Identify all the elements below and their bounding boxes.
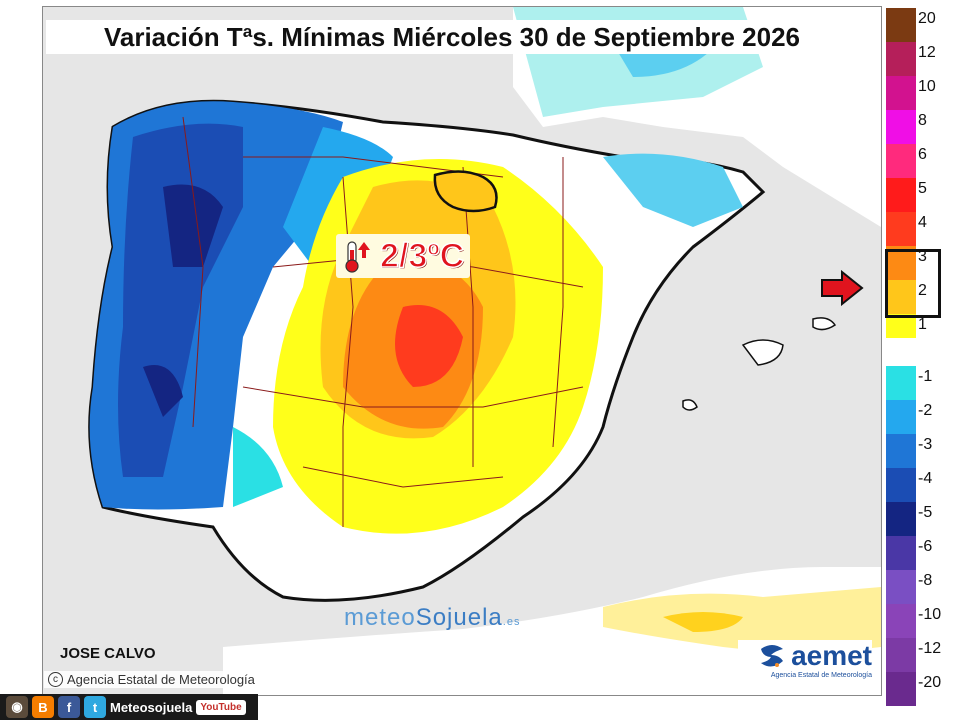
- youtube-icon[interactable]: YouTube: [196, 699, 246, 715]
- legend-swatch: [886, 638, 916, 672]
- legend-label: 5: [918, 180, 927, 197]
- legend-swatch: [886, 400, 916, 434]
- legend-swatch: [886, 42, 916, 76]
- legend-label: 1: [918, 316, 927, 333]
- temperature-callout: 2/3ºC: [336, 234, 471, 278]
- temperature-anomaly-map: [43, 7, 881, 695]
- aemet-subtitle: Agencia Estatal de Meteorología: [770, 672, 872, 679]
- aemet-swirl-icon: [761, 645, 784, 667]
- copyright-icon: c: [48, 672, 63, 687]
- legend-label: 4: [918, 214, 927, 231]
- legend-swatch: [886, 502, 916, 536]
- legend-label: 8: [918, 112, 927, 129]
- watermark-suffix: .es: [502, 616, 521, 628]
- map-panel[interactable]: [42, 6, 882, 696]
- color-legend: [886, 8, 916, 706]
- legend-label: 10: [918, 78, 936, 95]
- legend-label: -5: [918, 504, 933, 521]
- legend-label: -1: [918, 368, 933, 385]
- temperature-callout-text: 2/3ºC: [379, 236, 465, 276]
- watermark-part1: meteo: [344, 604, 416, 631]
- meteosojuela-watermark: meteoSojuela.es: [344, 604, 520, 632]
- legend-swatch: [886, 8, 916, 42]
- aemet-name: aemet: [791, 640, 872, 671]
- twitter-icon[interactable]: t: [84, 696, 106, 718]
- pointer-arrow-icon: [821, 270, 864, 306]
- legend-label: -10: [918, 606, 942, 623]
- social-bar: ◉ B f t Meteosojuela YouTube: [0, 694, 258, 720]
- agency-credit: c Agencia Estatal de Meteorología: [44, 671, 259, 688]
- legend-swatch: [886, 536, 916, 570]
- watermark-part2: Sojuela: [415, 604, 503, 631]
- balearic-islands: [741, 339, 784, 366]
- legend-swatch: [886, 110, 916, 144]
- legend-highlight-box: [885, 249, 941, 318]
- legend-label: 12: [918, 44, 936, 61]
- thermometer-up-icon: [345, 241, 370, 273]
- legend-label: -3: [918, 436, 933, 453]
- legend-swatch: [886, 468, 916, 502]
- agency-name: Agencia Estatal de Meteorología: [67, 672, 255, 687]
- author-credit: JOSE CALVO: [60, 645, 156, 662]
- legend-label: -12: [918, 640, 942, 657]
- legend-swatch: [886, 434, 916, 468]
- blogger-icon[interactable]: B: [32, 696, 54, 718]
- legend-swatch: [886, 366, 916, 400]
- legend-label: -20: [918, 674, 942, 691]
- legend-label: 3: [918, 248, 927, 265]
- legend-swatch: [886, 314, 916, 338]
- legend-label: -2: [918, 402, 933, 419]
- social-handle[interactable]: Meteosojuela: [110, 699, 193, 715]
- legend-swatch: [886, 280, 916, 314]
- aemet-logo[interactable]: aemet Agencia Estatal de Meteorología: [738, 640, 872, 688]
- legend-label: 2: [918, 282, 927, 299]
- legend-label: -4: [918, 470, 933, 487]
- legend-label: 20: [918, 10, 936, 27]
- map-title: Variación Tªs. Mínimas Miércoles 30 de S…: [46, 20, 858, 54]
- legend-swatch: [886, 178, 916, 212]
- legend-swatch: [886, 144, 916, 178]
- la-rioja-outline: [433, 170, 498, 213]
- legend-label: 6: [918, 146, 927, 163]
- legend-label: -8: [918, 572, 933, 589]
- legend-swatch: [886, 604, 916, 638]
- legend-swatch: [886, 672, 916, 706]
- legend-swatch: [886, 570, 916, 604]
- instagram-icon[interactable]: ◉: [6, 696, 28, 718]
- legend-swatch: [886, 212, 916, 246]
- facebook-icon[interactable]: f: [58, 696, 80, 718]
- legend-label: -6: [918, 538, 933, 555]
- legend-swatch: [886, 76, 916, 110]
